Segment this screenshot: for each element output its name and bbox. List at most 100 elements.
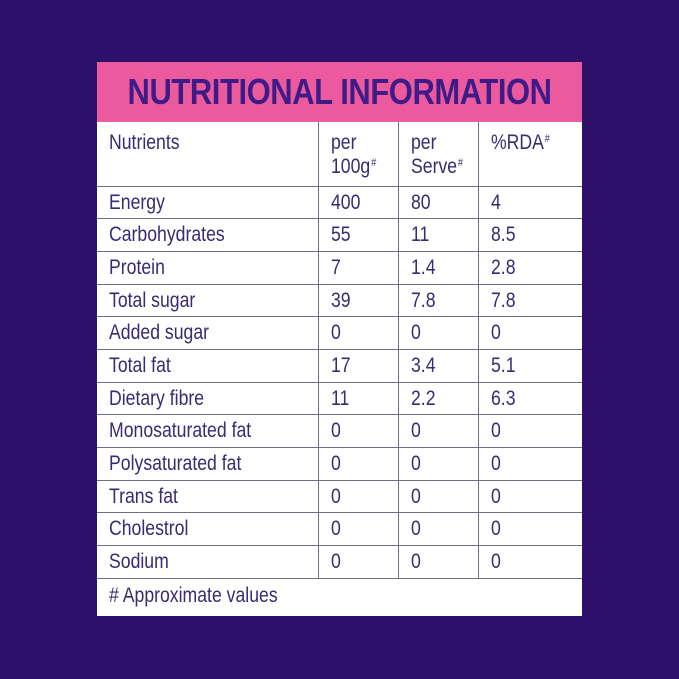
table-row: Total sugar 39 7.8 7.8 bbox=[97, 284, 582, 318]
per-100g-value: 0 bbox=[318, 414, 399, 448]
header-per-100g-line2: 100g bbox=[330, 155, 370, 178]
footnote-text: # Approximate values bbox=[109, 584, 278, 607]
per-serve-text: 11 bbox=[410, 223, 429, 247]
rda-text: 0 bbox=[490, 517, 501, 541]
table-header-row: Nutrients per 100g# per Serve# bbox=[97, 122, 582, 187]
nutrient-name-text: Sodium bbox=[109, 550, 169, 574]
per-100g-value: 0 bbox=[318, 545, 399, 579]
header-per-100g-label: per 100g# bbox=[331, 131, 376, 179]
per-100g-value: 0 bbox=[318, 480, 399, 514]
nutrient-name: Polysaturated fat bbox=[97, 447, 319, 481]
header-nutrients-label: Nutrients bbox=[109, 131, 180, 154]
per-serve-text: 0 bbox=[410, 452, 421, 475]
per-100g-text: 400 bbox=[330, 190, 360, 214]
rda-value: 7.8 bbox=[478, 284, 582, 318]
per-serve-value: 0 bbox=[398, 480, 479, 514]
nutrient-name-text: Energy bbox=[109, 190, 165, 214]
per-serve-value: 0 bbox=[398, 512, 479, 547]
table-row: Monosaturated fat 0 0 0 bbox=[97, 414, 582, 448]
rda-value: 6.3 bbox=[478, 382, 582, 416]
per-100g-value: 400 bbox=[318, 186, 399, 220]
rda-text: 0 bbox=[490, 550, 501, 574]
per-serve-text: 0 bbox=[410, 419, 421, 443]
per-100g-value: 11 bbox=[318, 382, 399, 416]
per-serve-text: 7.8 bbox=[410, 288, 436, 312]
nutrient-name-text: Carbohydrates bbox=[109, 223, 225, 247]
per-100g-text: 39 bbox=[330, 288, 351, 312]
per-100g-text: 11 bbox=[330, 386, 349, 410]
per-serve-text: 0 bbox=[410, 550, 421, 574]
nutrient-name-text: Monosaturated fat bbox=[109, 419, 252, 443]
nutrition-card: NUTRITIONAL INFORMATION Nutrients per 10… bbox=[97, 62, 582, 616]
rda-value: 5.1 bbox=[478, 349, 582, 383]
rda-text: 0 bbox=[490, 484, 501, 508]
header-per-100g: per 100g# bbox=[318, 122, 399, 187]
header-per-serve: per Serve# bbox=[398, 122, 479, 187]
per-100g-text: 0 bbox=[330, 419, 341, 443]
per-100g-text: 0 bbox=[330, 321, 341, 345]
nutrient-name-text: Cholestrol bbox=[109, 517, 189, 541]
nutrient-name-text: Protein bbox=[109, 255, 165, 279]
per-100g-value: 0 bbox=[318, 447, 399, 481]
per-serve-value: 2.2 bbox=[398, 382, 479, 416]
table-row: Energy 400 80 4 bbox=[97, 186, 582, 220]
per-serve-value: 1.4 bbox=[398, 251, 479, 285]
per-100g-text: 0 bbox=[330, 550, 341, 574]
nutrient-name: Protein bbox=[97, 251, 319, 285]
per-100g-text: 0 bbox=[330, 517, 341, 541]
per-serve-value: 7.8 bbox=[398, 284, 479, 318]
rda-value: 0 bbox=[478, 414, 582, 448]
footnote: # Approximate values bbox=[109, 583, 310, 609]
per-serve-value: 80 bbox=[398, 186, 479, 220]
per-100g-text: 17 bbox=[330, 353, 351, 377]
nutrient-name: Dietary fibre bbox=[97, 382, 319, 416]
header-per-100g-line1: per bbox=[330, 131, 357, 154]
nutrient-name: Trans fat bbox=[97, 480, 319, 514]
nutrient-name: Monosaturated fat bbox=[97, 414, 319, 448]
table-row: Protein 7 1.4 2.8 bbox=[97, 251, 582, 285]
per-serve-value: 0 bbox=[398, 545, 479, 579]
nutrient-name-text: Total sugar bbox=[109, 288, 196, 312]
header-per-serve-hash: # bbox=[457, 157, 463, 169]
header-rda-text: %RDA bbox=[490, 131, 544, 154]
rda-text: 7.8 bbox=[490, 288, 516, 312]
per-serve-text: 2.2 bbox=[410, 386, 436, 410]
rda-text: 6.3 bbox=[490, 386, 516, 410]
per-100g-value: 39 bbox=[318, 284, 399, 318]
rda-value: 4 bbox=[478, 186, 582, 220]
nutrient-name: Sodium bbox=[97, 545, 319, 579]
rda-text: 0 bbox=[490, 452, 501, 475]
per-100g-value: 55 bbox=[318, 218, 399, 252]
rda-text: 5.1 bbox=[490, 353, 516, 377]
table-row: Added sugar 0 0 0 bbox=[97, 316, 582, 350]
rda-value: 0 bbox=[478, 447, 582, 481]
header-per-serve-line2: Serve bbox=[410, 155, 457, 178]
rda-value: 0 bbox=[478, 316, 582, 350]
nutrient-name-text: Trans fat bbox=[109, 484, 178, 508]
per-100g-text: 7 bbox=[330, 255, 341, 279]
table-row: Polysaturated fat 0 0 0 bbox=[97, 447, 582, 481]
per-serve-text: 0 bbox=[410, 484, 421, 508]
header-per-100g-hash: # bbox=[370, 157, 376, 169]
rda-value: 0 bbox=[478, 512, 582, 547]
rda-value: 2.8 bbox=[478, 251, 582, 285]
nutrient-name-text: Added sugar bbox=[109, 321, 210, 345]
page-title: NUTRITIONAL INFORMATION bbox=[127, 71, 552, 112]
nutrient-name: Cholestrol bbox=[97, 512, 319, 547]
per-100g-value: 0 bbox=[318, 512, 399, 547]
header-per-serve-line1: per bbox=[410, 131, 437, 154]
nutrient-name-text: Dietary fibre bbox=[109, 386, 205, 410]
table-row: Cholestrol 0 0 0 bbox=[97, 512, 582, 547]
table-row: Carbohydrates 55 11 8.5 bbox=[97, 218, 582, 252]
header-per-serve-label: per Serve# bbox=[411, 131, 463, 179]
per-serve-text: 0 bbox=[410, 321, 421, 345]
per-serve-value: 0 bbox=[398, 447, 479, 481]
rda-text: 0 bbox=[490, 321, 501, 345]
rda-text: 4 bbox=[490, 190, 501, 214]
nutrient-name-text: Total fat bbox=[109, 353, 171, 377]
per-serve-value: 0 bbox=[398, 414, 479, 448]
rda-text: 0 bbox=[490, 419, 501, 443]
per-100g-value: 7 bbox=[318, 251, 399, 285]
table-row: Sodium 0 0 0 bbox=[97, 545, 582, 579]
title-bar: NUTRITIONAL INFORMATION bbox=[97, 62, 582, 122]
